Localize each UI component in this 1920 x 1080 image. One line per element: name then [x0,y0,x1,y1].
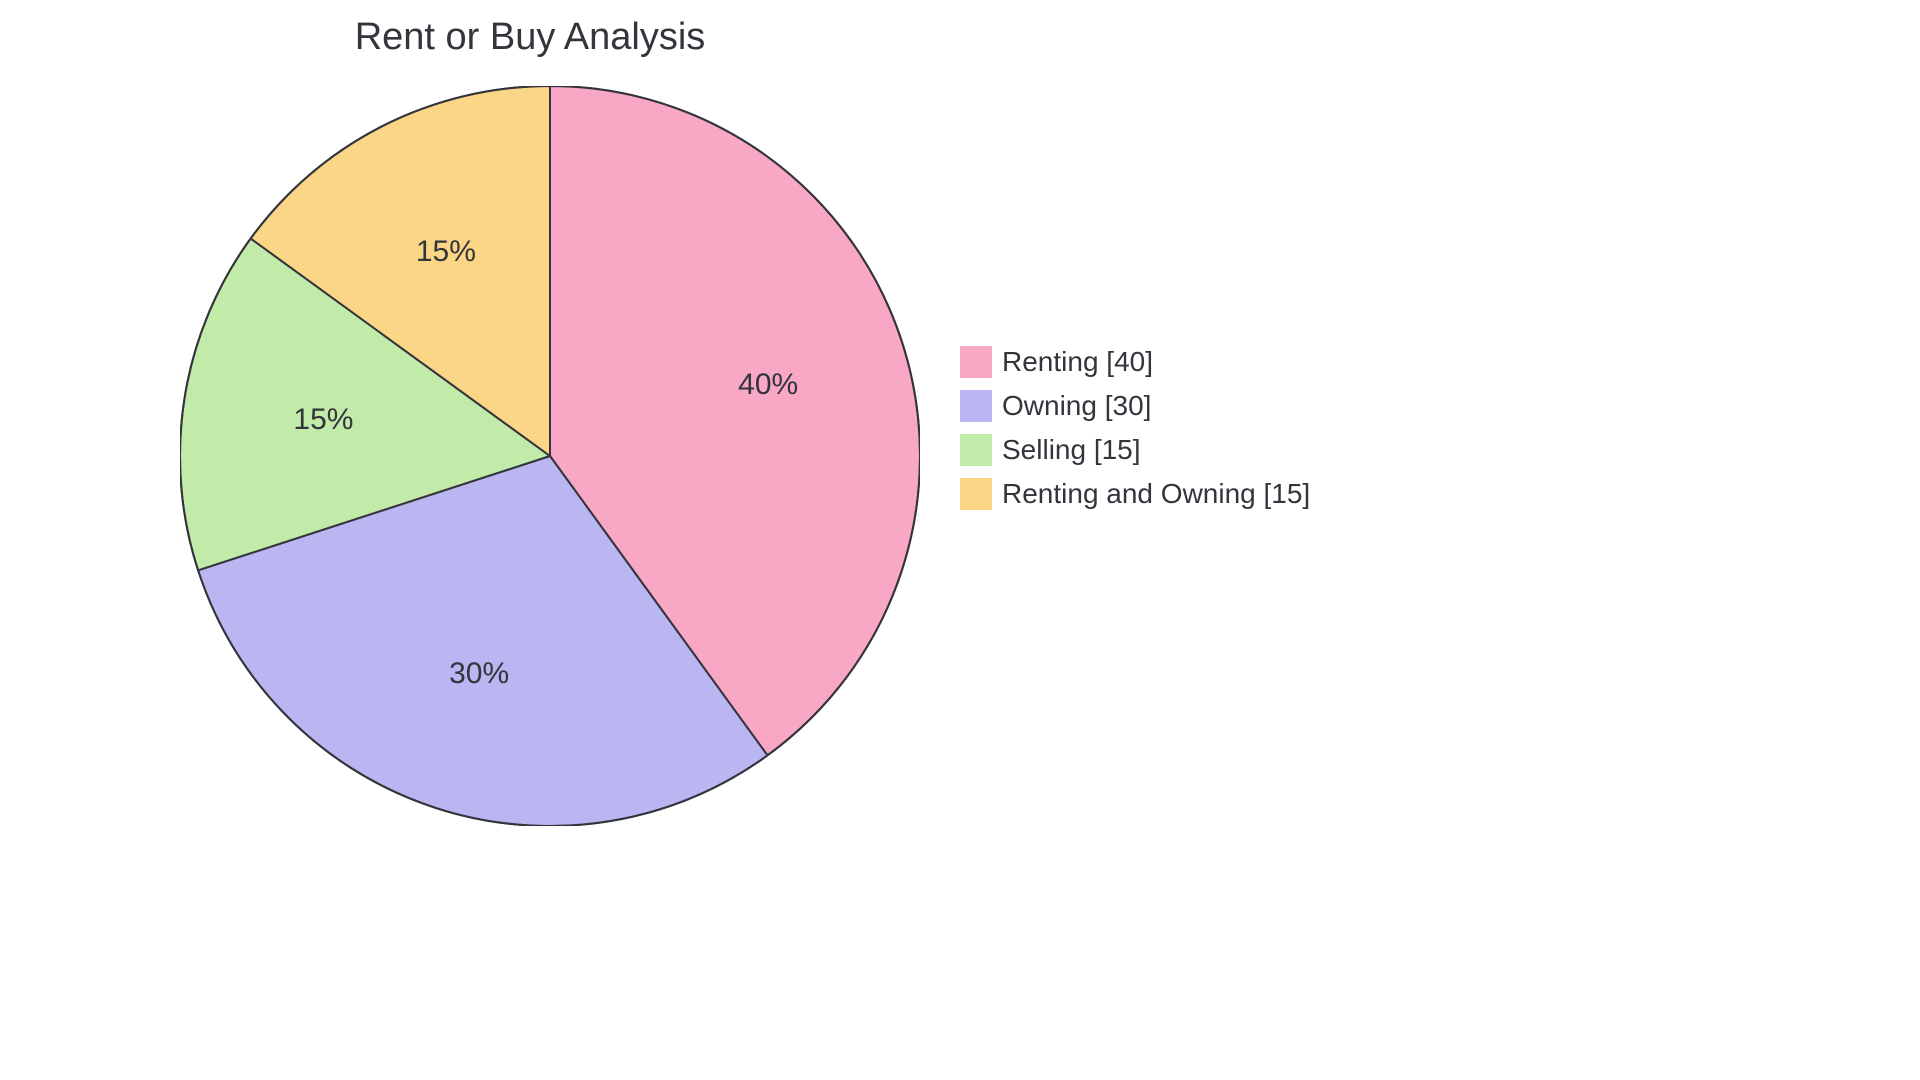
slice-label-3: 15% [416,235,476,269]
legend-label-0: Renting [40] [1002,346,1153,378]
legend-item-3: Renting and Owning [15] [960,478,1310,510]
legend-swatch-1 [960,390,992,422]
pie-chart: 40% 30% 15% 15% [180,86,920,826]
slice-label-1: 30% [449,657,509,691]
legend-item-2: Selling [15] [960,434,1310,466]
legend-label-3: Renting and Owning [15] [1002,478,1310,510]
pie-chart-container: Rent or Buy Analysis 40% 30% 15% 15% Rentin… [0,0,1920,1080]
chart-title: Rent or Buy Analysis [0,16,1060,59]
legend-item-1: Owning [30] [960,390,1310,422]
slice-label-0: 40% [738,368,798,402]
slice-label-2: 15% [293,403,353,437]
pie-svg [180,86,920,826]
legend-swatch-2 [960,434,992,466]
legend: Renting [40] Owning [30] Selling [15] Renti… [960,346,1310,510]
legend-swatch-0 [960,346,992,378]
legend-swatch-3 [960,478,992,510]
legend-label-2: Selling [15] [1002,434,1141,466]
legend-label-1: Owning [30] [1002,390,1151,422]
legend-item-0: Renting [40] [960,346,1310,378]
